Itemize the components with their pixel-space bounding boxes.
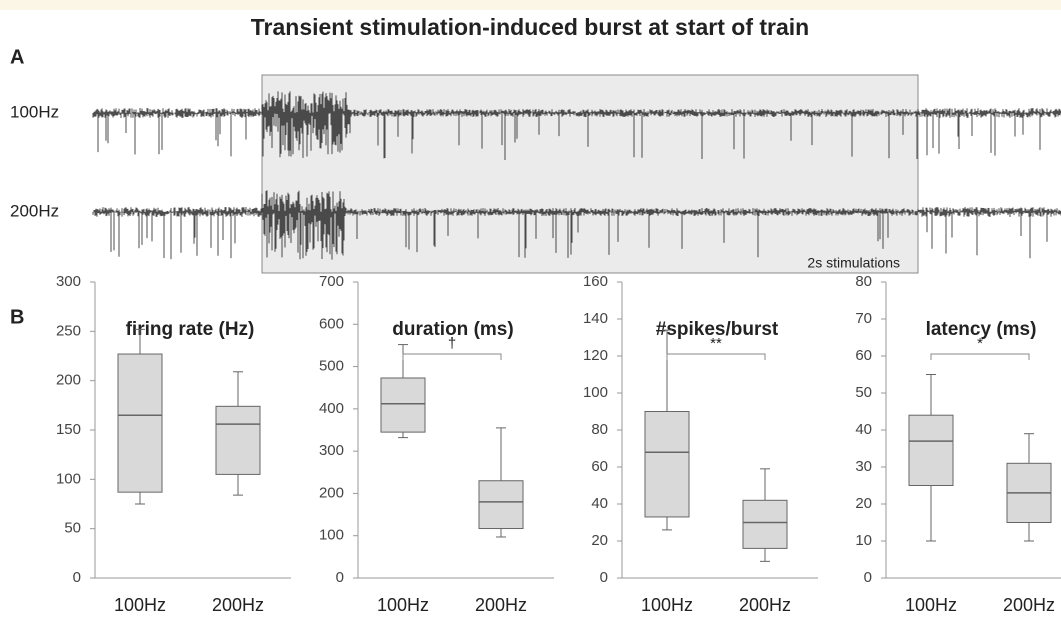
x-tick-label: 100Hz bbox=[377, 595, 429, 615]
y-tick-label: 10 bbox=[855, 532, 872, 549]
y-tick-label: 100 bbox=[319, 527, 344, 544]
y-tick-label: 140 bbox=[583, 310, 608, 327]
chart-title: latency (ms) bbox=[926, 319, 1037, 340]
panel-label: A bbox=[10, 46, 24, 68]
trace bbox=[92, 91, 1061, 160]
y-tick-label: 300 bbox=[319, 442, 344, 459]
y-tick-label: 150 bbox=[56, 421, 81, 438]
box bbox=[117, 353, 163, 493]
y-tick-label: 60 bbox=[591, 458, 608, 475]
box bbox=[908, 414, 954, 487]
y-tick-label: 0 bbox=[336, 569, 344, 586]
top-band bbox=[0, 0, 1061, 10]
y-tick-label: 0 bbox=[600, 569, 608, 586]
y-tick-label: 60 bbox=[855, 347, 872, 364]
stimulation-label: 2s stimulations bbox=[807, 255, 900, 271]
y-tick-label: 500 bbox=[319, 358, 344, 375]
stimulation-window bbox=[261, 74, 919, 274]
trace bbox=[92, 190, 1061, 260]
panel-label: B bbox=[10, 306, 24, 328]
y-tick-label: 50 bbox=[64, 520, 81, 537]
y-tick-label: 250 bbox=[56, 322, 81, 339]
y-tick-label: 200 bbox=[56, 372, 81, 389]
y-tick-label: 20 bbox=[855, 495, 872, 512]
y-tick-label: 40 bbox=[591, 495, 608, 512]
y-tick-label: 600 bbox=[319, 315, 344, 332]
box bbox=[380, 377, 426, 433]
y-tick-label: 40 bbox=[855, 421, 872, 438]
x-tick-label: 100Hz bbox=[114, 595, 166, 615]
trace-label: 100Hz bbox=[10, 102, 59, 121]
y-tick-label: 400 bbox=[319, 400, 344, 417]
y-tick-label: 100 bbox=[583, 384, 608, 401]
significance-bracket bbox=[666, 353, 766, 360]
y-tick-label: 80 bbox=[855, 273, 872, 290]
y-tick-label: 0 bbox=[73, 569, 81, 586]
y-tick-label: 160 bbox=[583, 273, 608, 290]
chart-title: firing rate (Hz) bbox=[126, 319, 255, 340]
x-tick-label: 200Hz bbox=[475, 595, 527, 615]
significance-label: † bbox=[448, 335, 456, 352]
y-tick-label: 120 bbox=[583, 347, 608, 364]
trace-label: 200Hz bbox=[10, 201, 59, 220]
box bbox=[644, 411, 690, 518]
box bbox=[215, 405, 261, 475]
x-tick-label: 100Hz bbox=[905, 595, 957, 615]
y-tick-label: 30 bbox=[855, 458, 872, 475]
chart-title: duration (ms) bbox=[392, 319, 513, 340]
x-tick-label: 200Hz bbox=[1003, 595, 1055, 615]
box bbox=[742, 499, 788, 549]
box bbox=[478, 480, 524, 530]
y-tick-label: 100 bbox=[56, 470, 81, 487]
y-tick-label: 0 bbox=[864, 569, 872, 586]
x-tick-label: 200Hz bbox=[212, 595, 264, 615]
significance-bracket bbox=[930, 353, 1030, 360]
y-tick-label: 200 bbox=[319, 484, 344, 501]
y-tick-label: 20 bbox=[591, 532, 608, 549]
y-tick-label: 300 bbox=[56, 273, 81, 290]
significance-label: * bbox=[977, 335, 983, 352]
x-tick-label: 100Hz bbox=[641, 595, 693, 615]
x-tick-label: 200Hz bbox=[739, 595, 791, 615]
y-tick-label: 50 bbox=[855, 384, 872, 401]
y-tick-label: 80 bbox=[591, 421, 608, 438]
significance-label: ** bbox=[710, 335, 722, 352]
chart-title: #spikes/burst bbox=[656, 319, 779, 340]
significance-bracket bbox=[402, 353, 502, 360]
y-tick-label: 700 bbox=[319, 273, 344, 290]
y-tick-label: 70 bbox=[855, 310, 872, 327]
figure-title: Transient stimulation-induced burst at s… bbox=[251, 14, 809, 40]
